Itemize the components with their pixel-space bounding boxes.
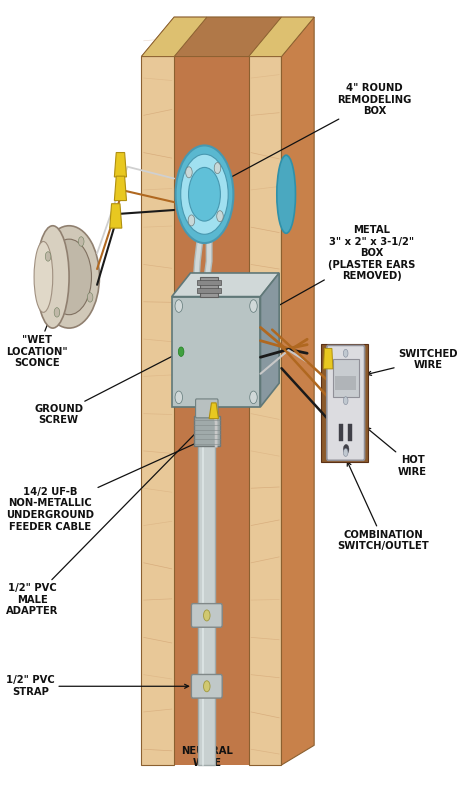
Bar <box>348 424 352 442</box>
Polygon shape <box>109 204 122 228</box>
Text: 1/2" PVC
MALE
ADAPTER: 1/2" PVC MALE ADAPTER <box>6 430 199 616</box>
Bar <box>194 416 220 446</box>
Polygon shape <box>114 152 127 177</box>
FancyBboxPatch shape <box>196 399 218 418</box>
Text: "WET
LOCATION"
SCONCE: "WET LOCATION" SCONCE <box>6 296 68 368</box>
Bar <box>321 344 368 462</box>
Ellipse shape <box>36 226 69 328</box>
Circle shape <box>343 445 349 454</box>
Circle shape <box>175 299 182 312</box>
Circle shape <box>87 292 93 302</box>
Polygon shape <box>174 17 282 57</box>
Bar <box>333 359 358 397</box>
Polygon shape <box>141 17 207 57</box>
Circle shape <box>78 237 84 246</box>
Text: SWITCHED
WIRE: SWITCHED WIRE <box>367 348 458 375</box>
Circle shape <box>250 391 257 404</box>
Polygon shape <box>261 273 279 407</box>
Circle shape <box>343 397 348 404</box>
FancyBboxPatch shape <box>327 345 365 461</box>
Polygon shape <box>141 17 314 57</box>
Bar <box>172 296 261 407</box>
Circle shape <box>181 154 228 235</box>
Bar <box>198 288 221 292</box>
Text: GROUND
SCREW: GROUND SCREW <box>34 354 177 426</box>
Circle shape <box>203 610 210 621</box>
Circle shape <box>343 349 348 357</box>
Polygon shape <box>209 403 219 419</box>
Text: NEUTRAL
WIRE: NEUTRAL WIRE <box>181 738 233 768</box>
Circle shape <box>214 163 221 174</box>
Polygon shape <box>323 348 333 369</box>
Circle shape <box>203 681 210 692</box>
Text: 4" ROUND
REMODELING
BOX: 4" ROUND REMODELING BOX <box>218 83 412 184</box>
Circle shape <box>45 252 51 261</box>
Bar <box>200 277 219 296</box>
Text: COMBINATION
SWITCH/OUTLET: COMBINATION SWITCH/OUTLET <box>337 462 429 551</box>
Circle shape <box>250 299 257 312</box>
Polygon shape <box>172 273 279 296</box>
Circle shape <box>46 239 91 314</box>
Bar <box>338 424 343 442</box>
Bar <box>249 57 282 765</box>
Ellipse shape <box>34 242 53 312</box>
Bar <box>199 419 215 765</box>
Circle shape <box>175 391 182 404</box>
Polygon shape <box>282 17 314 765</box>
Circle shape <box>343 449 348 457</box>
Circle shape <box>186 167 192 178</box>
Bar <box>141 57 174 765</box>
Circle shape <box>189 167 220 221</box>
Bar <box>335 376 356 389</box>
Text: HOT
WIRE: HOT WIRE <box>366 427 427 476</box>
Circle shape <box>178 347 184 356</box>
Circle shape <box>188 215 195 226</box>
Polygon shape <box>114 176 127 201</box>
FancyBboxPatch shape <box>191 604 222 627</box>
Text: METAL
3" x 2" x 3-1/2"
BOX
(PLASTER EARS
REMOVED): METAL 3" x 2" x 3-1/2" BOX (PLASTER EARS… <box>269 225 416 311</box>
Text: 14/2 UF-B
NON-METALLIC
UNDERGROUND
FEEDER CABLE: 14/2 UF-B NON-METALLIC UNDERGROUND FEEDE… <box>6 440 203 532</box>
Circle shape <box>175 145 233 243</box>
Circle shape <box>217 211 223 222</box>
FancyBboxPatch shape <box>191 675 222 698</box>
Ellipse shape <box>277 155 295 233</box>
Text: 1/2" PVC
STRAP: 1/2" PVC STRAP <box>6 675 189 697</box>
Bar <box>174 57 249 765</box>
Circle shape <box>54 307 60 317</box>
Polygon shape <box>249 17 314 57</box>
Bar <box>198 280 221 284</box>
Circle shape <box>39 226 100 328</box>
